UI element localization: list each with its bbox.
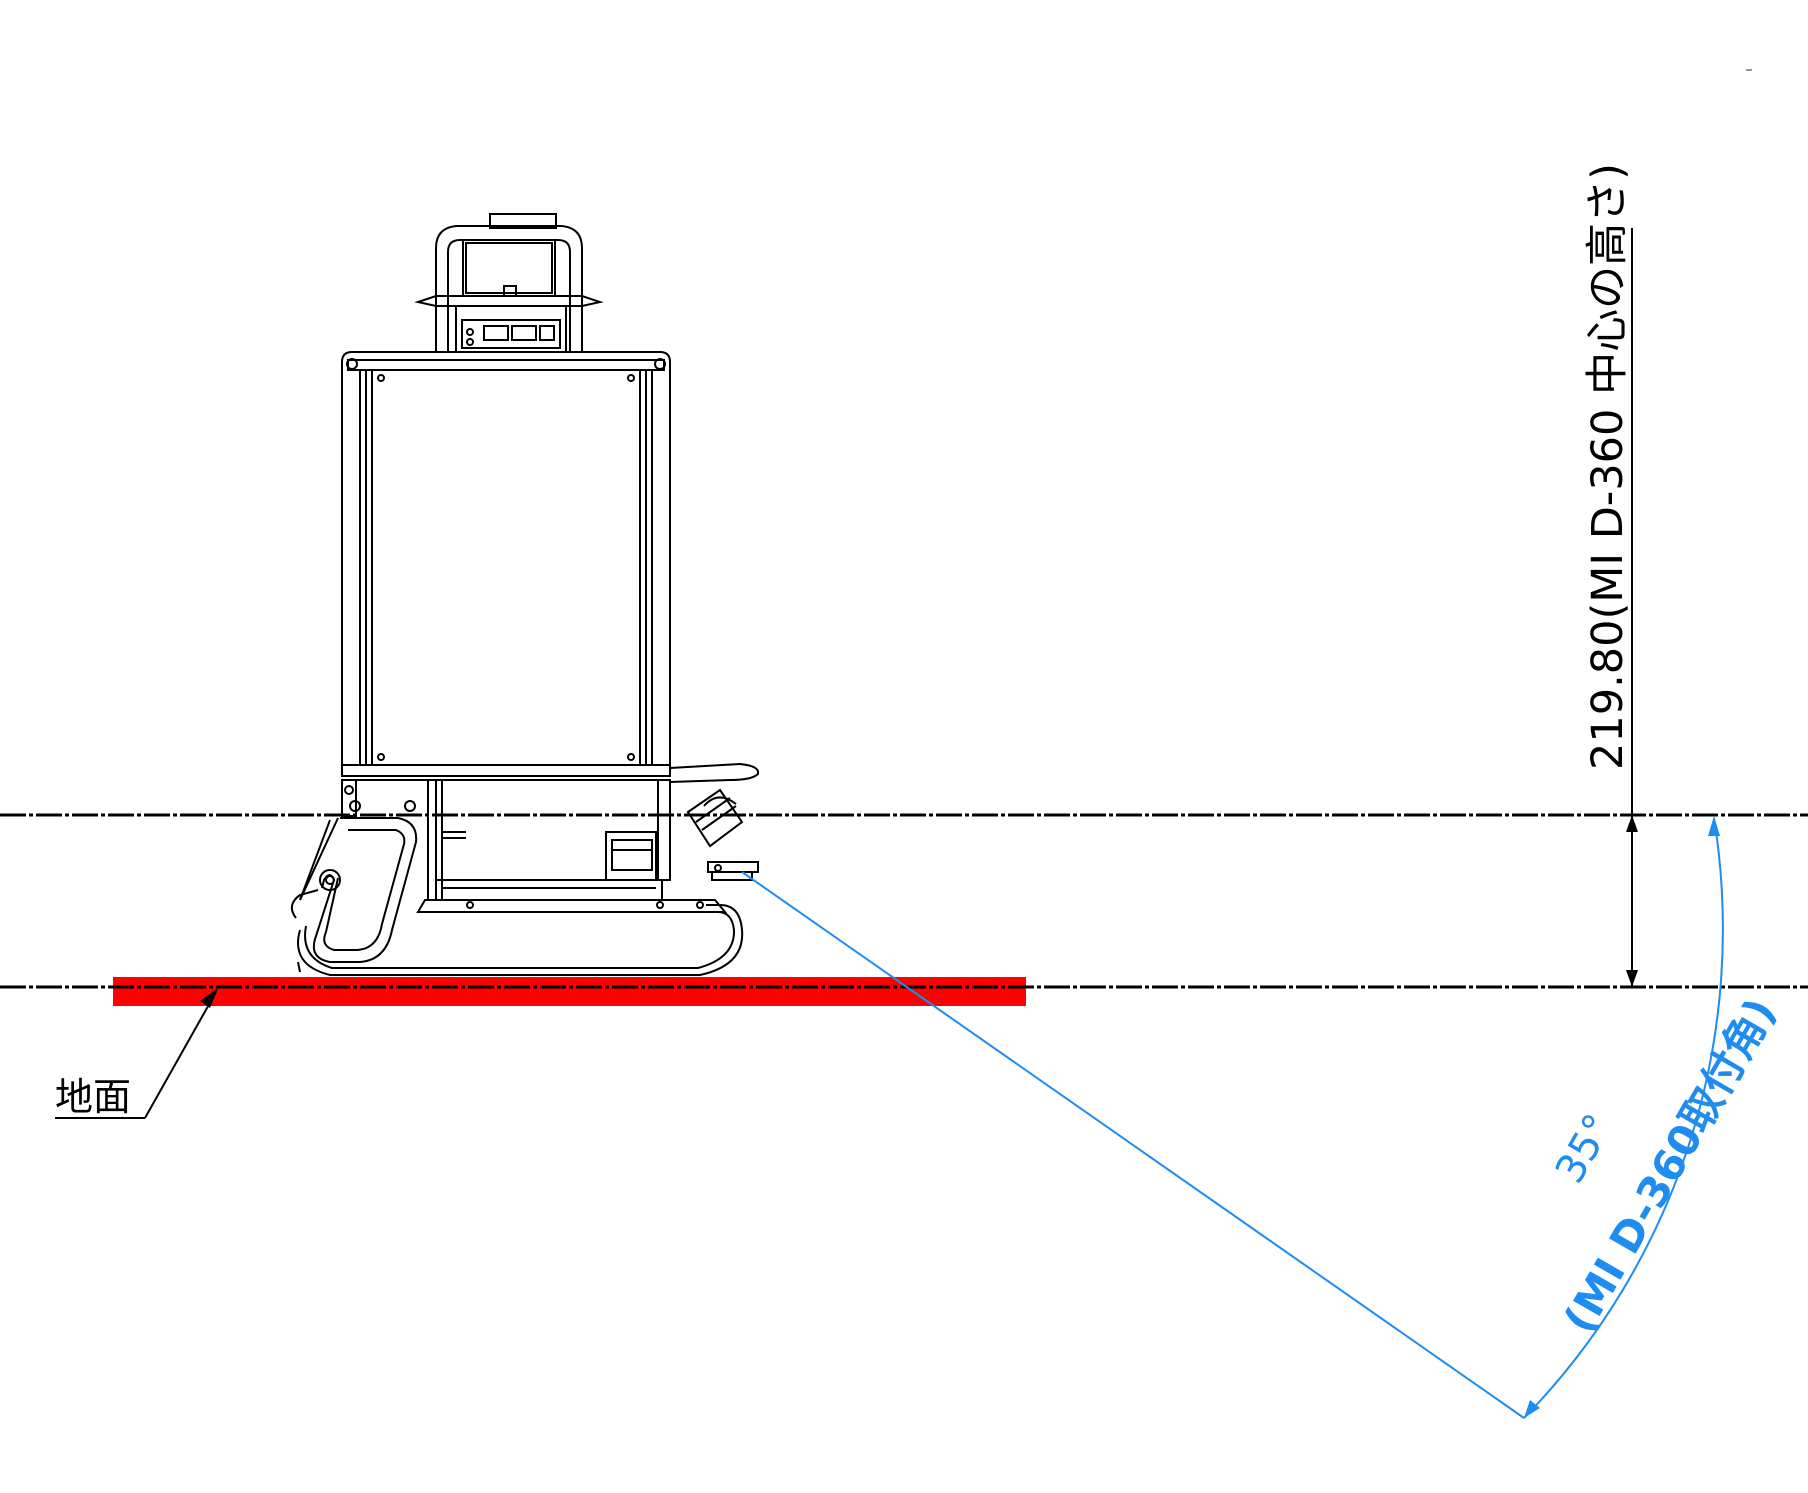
sensor-head: [414, 213, 604, 353]
crawler-track: [290, 817, 744, 976]
dimension-text: 219.80(MI D-360 中心の高さ): [1583, 163, 1633, 770]
height-dimension: 219.80(MI D-360 中心の高さ): [1583, 163, 1638, 987]
angle-value: 35°: [1547, 1107, 1622, 1191]
angle-annotation: 35° (MI D-360取付角): [741, 816, 1785, 1419]
ground-bar: [113, 977, 1026, 1006]
sensor-ray: [741, 871, 1525, 1419]
robot-drawing: [290, 213, 760, 976]
dimension-arrow-top: [1626, 815, 1638, 832]
main-cabinet: [341, 351, 760, 783]
ground-callout: 地面: [55, 988, 218, 1119]
lower-chassis: [341, 779, 728, 913]
angle-arc: [1523, 817, 1724, 1419]
angle-arrow-top: [1708, 816, 1720, 836]
ground-label: 地面: [55, 1075, 131, 1119]
mid360-sensor: [686, 788, 759, 881]
ground-arrow: [200, 988, 218, 1008]
angle-arrow-bottom: [1524, 1400, 1540, 1418]
dimension-description: (MI D-360 中心の高さ): [1583, 163, 1633, 619]
dimension-arrow-bottom: [1626, 970, 1638, 987]
dimension-value: 219.80: [1583, 620, 1633, 770]
